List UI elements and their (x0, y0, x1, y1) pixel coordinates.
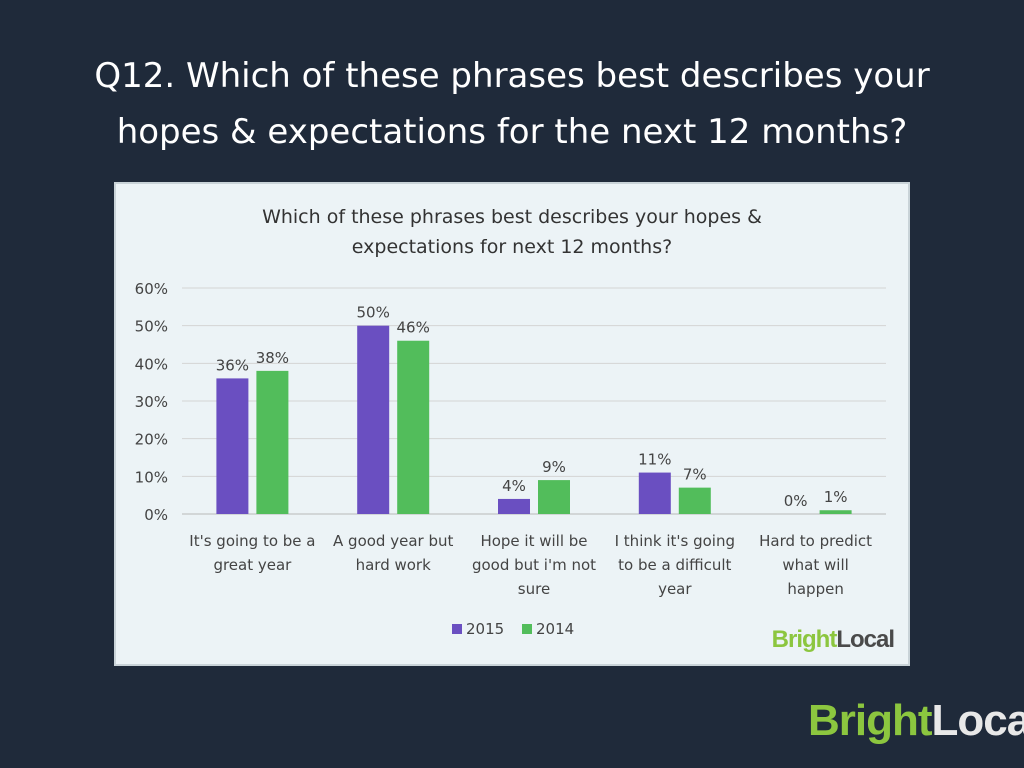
data-label: 11% (638, 451, 671, 469)
data-label: 36% (216, 356, 249, 374)
slide-title-line-1: Q12. Which of these phrases best describ… (94, 56, 930, 96)
x-category-label: I think it's going (615, 532, 735, 550)
bar-2014 (678, 487, 711, 514)
data-label: 38% (256, 349, 289, 367)
y-tick-label: 40% (135, 355, 168, 373)
x-category-label: great year (213, 556, 292, 574)
y-tick-label: 10% (135, 468, 168, 486)
y-tick-label: 20% (135, 431, 168, 449)
chart-brightlocal-logo: BrightLocal (771, 626, 895, 653)
slide-title: Q12. Which of these phrases best describ… (40, 48, 984, 160)
bar-2014 (397, 340, 430, 514)
bar-2015 (216, 378, 249, 514)
chart-title: Which of these phrases best describes yo… (116, 202, 908, 262)
bar-chart: 0% 10% 20% 30% 40% 50% 60% 36% 38% It's going to … (135, 280, 886, 638)
data-label: 50% (357, 304, 390, 322)
chart-panel: Which of these phrases best describes yo… (114, 182, 910, 666)
x-category-label: good but i'm not (472, 556, 596, 574)
x-category-label: A good year but (333, 532, 453, 550)
x-category-label: happen (787, 580, 843, 598)
legend-swatch-2014 (522, 624, 532, 634)
slide-brightlocal-logo: BrightLocal (808, 696, 1024, 745)
legend-label-2014: 2014 (536, 620, 574, 638)
x-category-label: It's going to be a (189, 532, 315, 550)
x-category-label: to be a difficult (618, 556, 731, 574)
data-label: 46% (397, 319, 430, 337)
x-category-label: year (658, 580, 692, 598)
legend-label-2015: 2015 (466, 620, 504, 638)
bar-2014 (256, 370, 289, 514)
x-category-label: what will (782, 556, 848, 574)
bar-2014 (819, 510, 852, 514)
bar-2015 (357, 325, 390, 514)
bar-2015 (498, 498, 530, 514)
y-tick-label: 50% (135, 318, 168, 336)
bar-2014 (538, 480, 570, 514)
data-label: 1% (824, 488, 848, 506)
chart-title-line-2: expectations for next 12 months? (351, 236, 673, 258)
x-category-label: Hope it will be (480, 532, 587, 550)
data-label: 9% (542, 458, 566, 476)
y-tick-label: 60% (135, 280, 168, 298)
x-category-label: hard work (356, 556, 432, 574)
chart-title-line-1: Which of these phrases best describes yo… (262, 206, 762, 228)
bar-2015 (638, 472, 671, 514)
y-tick-label: 30% (135, 393, 168, 411)
data-label: 7% (683, 466, 707, 484)
x-category-label: Hard to predict (759, 532, 872, 550)
slide-title-line-2: hopes & expectations for the next 12 mon… (116, 112, 908, 152)
x-category-label: sure (518, 580, 550, 598)
legend-swatch-2015 (452, 624, 462, 634)
y-tick-label: 0% (144, 506, 168, 524)
data-label: 4% (502, 477, 526, 495)
data-label: 0% (784, 492, 808, 510)
